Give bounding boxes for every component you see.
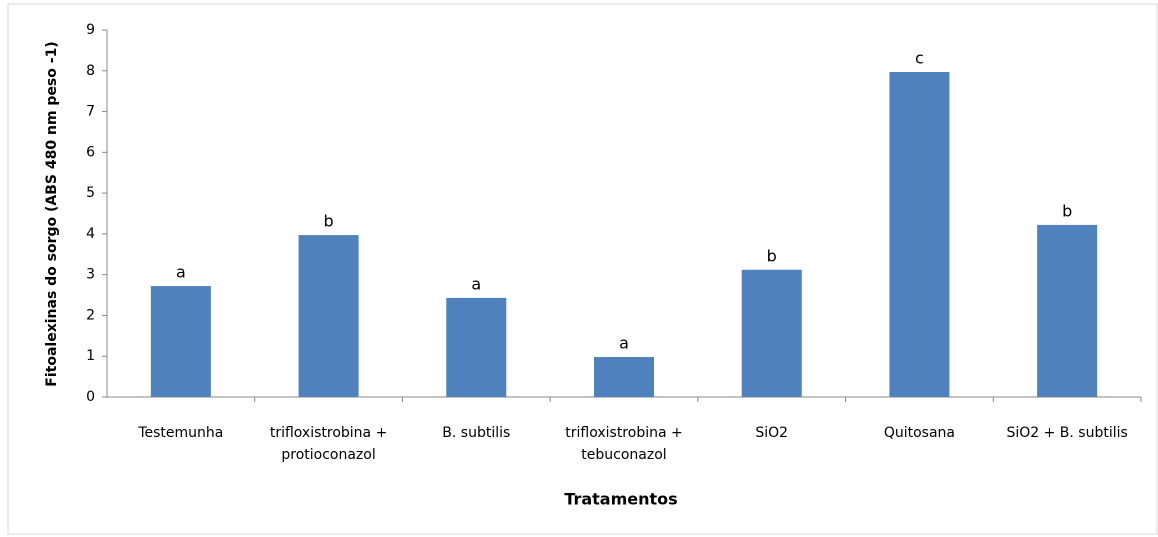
y-tick-label: 0	[86, 389, 95, 405]
bar	[1037, 224, 1098, 397]
y-tick-label: 6	[86, 144, 95, 160]
y-axis-label: Fitoalexinas do sorgo (ABS 480 nm peso -…	[44, 41, 60, 386]
x-tick-label: Quitosana	[884, 425, 955, 441]
annotation: a	[176, 263, 186, 282]
annotation: b	[1062, 201, 1072, 220]
chart-frame	[7, 3, 1158, 535]
y-tick-label: 9	[86, 22, 95, 38]
y-tick-label: 8	[86, 63, 95, 79]
bar	[150, 286, 211, 397]
bar	[741, 269, 802, 397]
y-tick-label: 2	[86, 307, 95, 323]
bar	[594, 357, 654, 397]
x-tick-label: B. subtilis	[442, 425, 510, 441]
y-tick-label: 1	[86, 348, 95, 364]
x-axis-label: Tratamentos	[564, 490, 677, 509]
annotation: a	[619, 334, 629, 353]
x-tick-label: trifloxistrobina + protioconazol	[270, 425, 387, 463]
annotation: a	[471, 274, 481, 293]
annotation: b	[767, 246, 777, 265]
y-tick-label: 3	[86, 267, 95, 283]
annotation: b	[323, 212, 333, 231]
y-tick-label: 5	[86, 185, 95, 201]
bar	[889, 72, 950, 398]
bar	[298, 235, 359, 397]
y-tick-label: 4	[86, 226, 95, 242]
x-tick-label: SiO2 + B. subtilis	[1006, 425, 1127, 441]
x-tick-label: SiO2	[755, 425, 788, 441]
annotation: c	[915, 49, 924, 68]
x-tick-label: trifloxistrobina + tebuconazol	[565, 425, 682, 463]
x-tick-label: Testemunha	[137, 425, 223, 441]
y-tick-label: 7	[86, 104, 95, 120]
bar	[446, 297, 507, 397]
